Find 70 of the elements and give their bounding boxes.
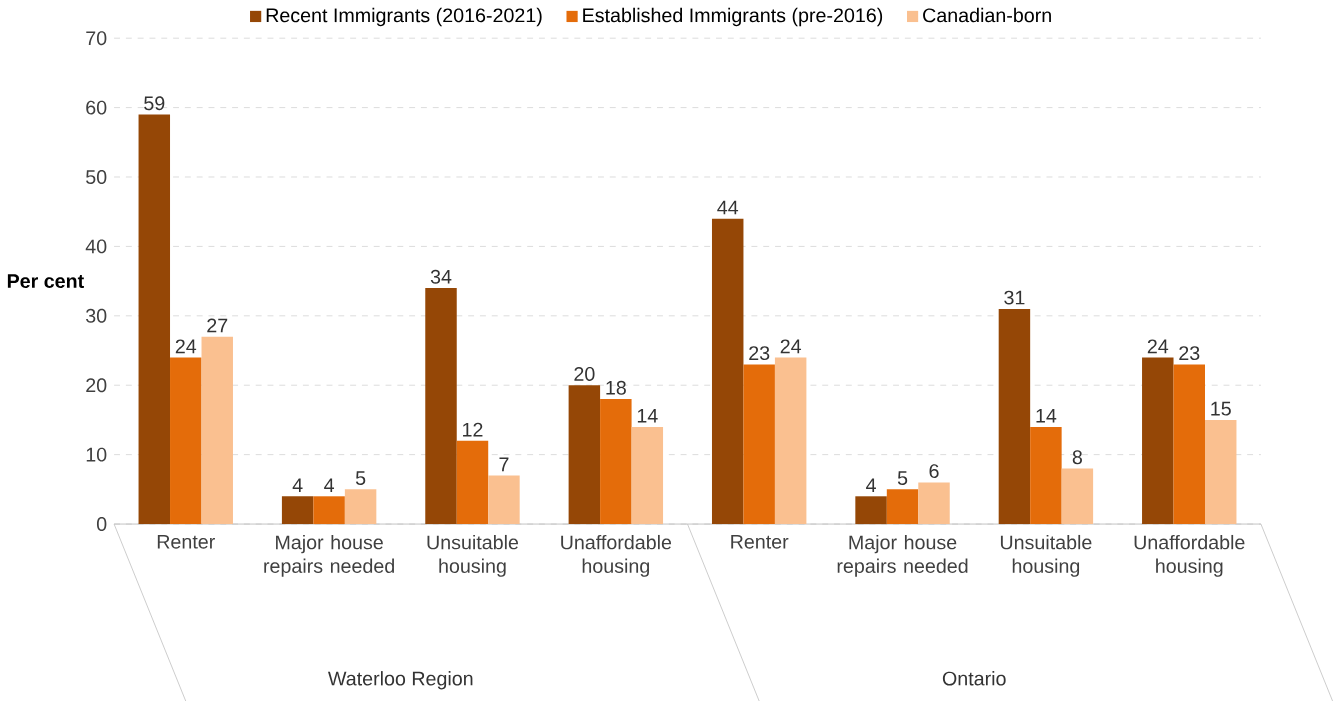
- bar: [1142, 357, 1174, 524]
- data-label: 12: [463, 422, 483, 437]
- text: Waterloo Region: [328, 670, 473, 690]
- y-tick-label: 60: [86, 100, 107, 115]
- x-tick-label: Unaffordable housing: [1134, 534, 1245, 577]
- bar: [1173, 364, 1205, 524]
- x-tick-label: Major house repairs needed: [264, 534, 394, 577]
- data-label: 4: [866, 478, 876, 492]
- bar: [998, 308, 1031, 524]
- data-label: 44: [717, 200, 739, 215]
- data-label: 20: [574, 366, 595, 381]
- data-label: 24: [175, 339, 197, 353]
- bar: [743, 364, 775, 524]
- y-tick-label: 40: [85, 239, 107, 254]
- data-label: 59: [144, 96, 165, 110]
- bar: [886, 489, 919, 524]
- data-label: 24: [1147, 339, 1169, 353]
- bar: [488, 475, 520, 524]
- x-tick-label: Renter: [157, 534, 215, 549]
- data-label: 31: [1004, 290, 1025, 305]
- x-tick-label: Unsuitable housing: [1000, 534, 1092, 577]
- legend-label: Canadian-born: [923, 7, 1051, 23]
- bar: [313, 496, 345, 524]
- y-tick-label: 10: [86, 447, 107, 462]
- bar: [201, 336, 233, 524]
- data-label: 6: [929, 463, 939, 478]
- data-label: 18: [606, 380, 626, 395]
- y-tick-label: 50: [86, 169, 107, 184]
- y-tick-label: 70: [86, 30, 107, 45]
- bar: [631, 426, 664, 524]
- y-tick-label: 30: [86, 308, 107, 323]
- bar: [1030, 426, 1062, 524]
- x-tick-label: Unaffordable housing: [561, 534, 672, 577]
- data-label: 14: [1036, 408, 1057, 423]
- bar: [600, 398, 632, 524]
- bar: [711, 218, 744, 524]
- bar: [918, 482, 950, 524]
- data-label: 15: [1211, 401, 1231, 416]
- data-label: 23: [749, 345, 770, 360]
- data-label: 5: [355, 471, 366, 485]
- legend-label: Recent Immigrants (2016-2021): [266, 7, 542, 26]
- bar: [568, 385, 601, 524]
- data-label: 27: [207, 318, 228, 333]
- legend-label: Established Immigrants (pre-2016): [583, 7, 883, 26]
- bar: [281, 496, 314, 524]
- bar: [1205, 419, 1237, 524]
- data-label: 8: [1072, 450, 1082, 464]
- x-tick-label: Major house repairs needed: [837, 534, 968, 577]
- bar: [855, 496, 887, 524]
- data-label: 23: [1179, 345, 1200, 360]
- bar: [456, 440, 489, 524]
- bar: [170, 357, 202, 524]
- y-axis-title: Per cent: [7, 274, 84, 288]
- y-tick-label: 20: [86, 378, 107, 392]
- data-label: 4: [324, 478, 335, 492]
- data-label: 4: [292, 478, 303, 492]
- bar: [138, 114, 171, 524]
- bar: [344, 489, 377, 524]
- data-label: 34: [430, 269, 452, 284]
- data-label: 24: [780, 339, 802, 353]
- bar: [774, 357, 807, 524]
- x-tick-label: Renter: [731, 534, 789, 549]
- data-label: 14: [637, 408, 658, 423]
- bar: [425, 287, 457, 524]
- data-label: 5: [897, 471, 908, 485]
- text: Ontario: [942, 670, 1006, 686]
- data-label: 7: [499, 457, 509, 471]
- bar: [1061, 468, 1094, 524]
- x-tick-label: Unsuitable housing: [427, 534, 519, 577]
- y-tick-label: 0: [96, 516, 107, 531]
